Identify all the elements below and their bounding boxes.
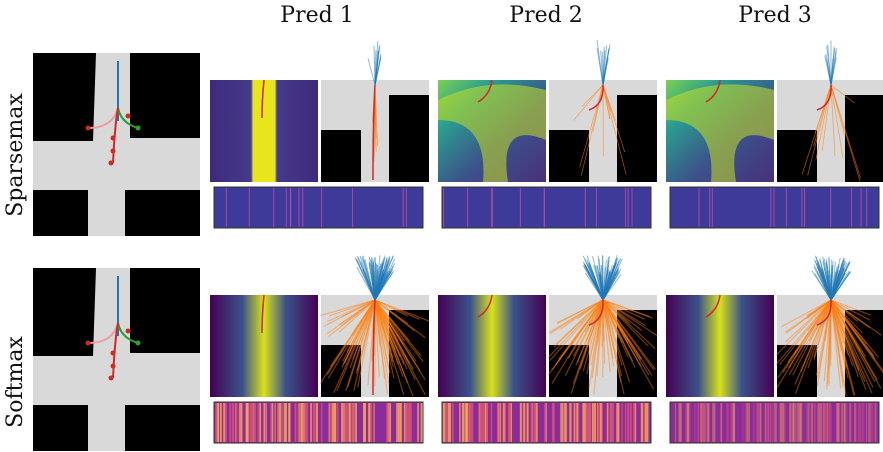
map-panel	[549, 40, 657, 182]
column-header: Pred 2	[509, 3, 582, 28]
map-panel	[776, 256, 883, 397]
point	[86, 126, 91, 131]
point	[126, 114, 131, 119]
attention-strip	[442, 402, 651, 443]
point	[111, 136, 116, 141]
scene-map	[33, 53, 200, 236]
attention-strip	[670, 187, 879, 228]
point	[111, 364, 116, 369]
strip-field	[214, 187, 423, 228]
point	[86, 341, 91, 346]
map-panel	[321, 41, 429, 182]
row-label: Sparsemax	[3, 93, 28, 217]
heatmap-field	[438, 295, 546, 397]
attention-strip	[214, 402, 423, 443]
point	[126, 329, 131, 334]
heatmap	[666, 295, 774, 397]
column-header: Pred 3	[738, 3, 811, 28]
attention-strip	[214, 187, 423, 228]
attention-strip	[670, 402, 879, 443]
point	[109, 161, 114, 166]
row-label: Softmax	[3, 336, 28, 428]
figure: Pred 1 Pred 2 Pred 3 Sparsemax Softmax	[0, 0, 883, 452]
heatmap	[210, 295, 318, 397]
heatmap	[438, 295, 546, 397]
point	[111, 351, 116, 356]
strip-field	[214, 402, 423, 443]
heatmap	[210, 80, 318, 182]
map-panel	[777, 41, 883, 182]
strip-field	[670, 187, 879, 228]
point	[111, 149, 116, 154]
point	[136, 341, 141, 346]
heatmap	[666, 80, 774, 182]
point	[136, 126, 141, 131]
heatmap	[438, 80, 546, 182]
scene-map	[33, 268, 200, 451]
map-panel	[548, 255, 657, 397]
map-panel	[320, 255, 429, 397]
heatmap-field	[210, 80, 318, 182]
attention-strip	[442, 187, 651, 228]
heatmap-field	[210, 295, 318, 397]
column-header: Pred 1	[280, 3, 353, 28]
strip-field	[442, 187, 651, 228]
point	[109, 376, 114, 381]
heatmap-field	[666, 295, 774, 397]
